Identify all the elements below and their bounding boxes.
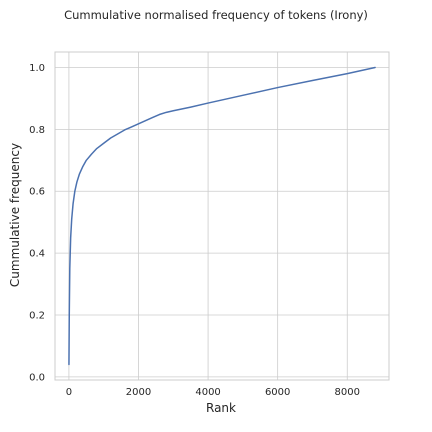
series-line	[68, 66, 376, 366]
y-axis-ticks: 0.0 0.2 0.4 0.6 0.8 1.0	[29, 63, 45, 383]
x-tick-label: 2000	[126, 387, 151, 398]
x-tick-label: 4000	[195, 387, 220, 398]
y-tick-label: 0.2	[29, 311, 45, 322]
x-axis-ticks: 0 2000 4000 6000 8000	[66, 387, 360, 398]
y-tick-label: 0.8	[29, 125, 45, 136]
y-axis-label: Cummulative frequency	[8, 143, 22, 287]
y-tick-label: 0.6	[29, 187, 45, 198]
y-tick-label: 1.0	[29, 63, 45, 74]
grid	[55, 52, 389, 380]
y-tick-label: 0.4	[29, 249, 45, 260]
y-tick-label: 0.0	[29, 372, 45, 383]
x-tick-label: 6000	[265, 387, 290, 398]
x-axis-label: Rank	[206, 401, 236, 415]
x-tick-label: 0	[66, 387, 72, 398]
x-tick-label: 8000	[335, 387, 360, 398]
plot-frame	[54, 51, 390, 381]
series-layer	[68, 66, 376, 366]
chart-title: Cummulative normalised frequency of toke…	[64, 8, 368, 22]
